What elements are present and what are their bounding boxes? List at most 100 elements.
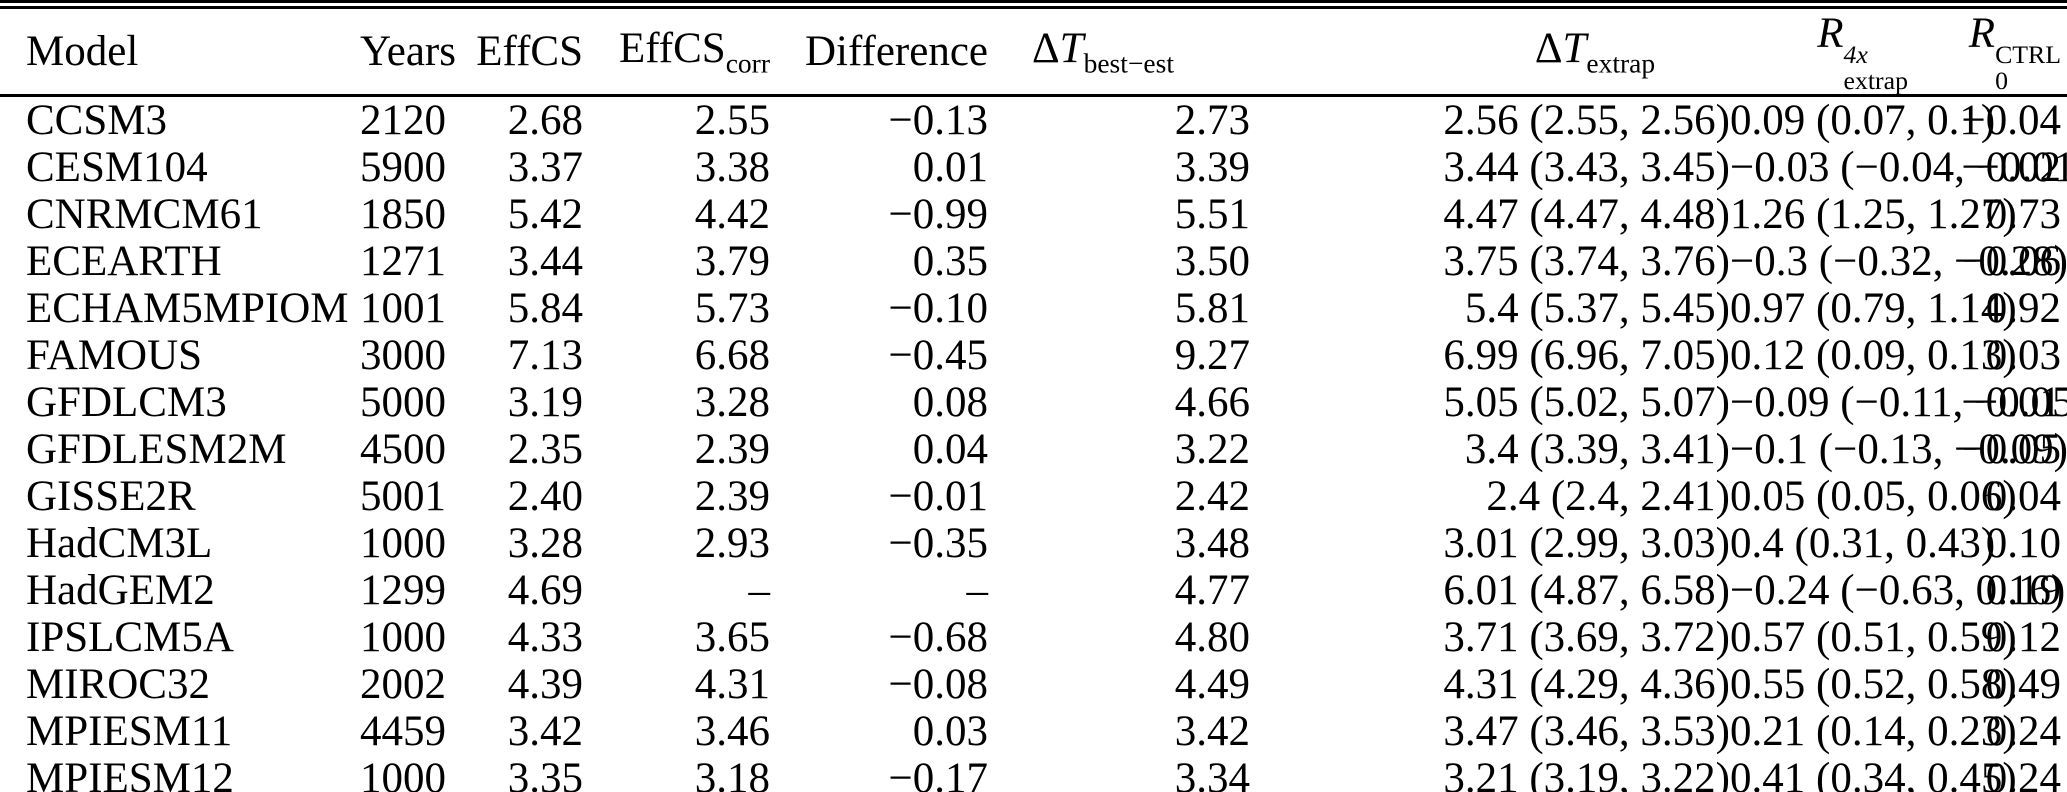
- cell-effcs-corr: 2.39: [694, 472, 770, 520]
- cell-r0-ctrl: −0.04: [1961, 96, 2061, 144]
- cell-effcs: 7.13: [507, 331, 583, 379]
- cell-effcs-corr: 2.39: [694, 425, 770, 473]
- cell-r-extrap-4x: 0.05 (0.05, 0.06): [1730, 472, 2017, 520]
- cell-effcs-corr: 2.55: [694, 96, 770, 144]
- cell-years: 2002: [360, 660, 446, 708]
- cell-effcs-corr: 3.46: [694, 707, 770, 755]
- cell-effcs-corr: 4.42: [694, 190, 770, 238]
- cell-effcs-corr: 4.31: [694, 660, 770, 708]
- header-dt-extrap-sub: extrap: [1586, 47, 1656, 79]
- delta-symbol: Δ: [1534, 24, 1563, 72]
- header-row: Model Years EffCS EffCScorr Difference Δ…: [0, 4, 2067, 97]
- table-row: FAMOUS 3000 7.13 6.68 −0.45 9.27 6.99 (6…: [0, 332, 2067, 379]
- delta-symbol: Δ: [1032, 24, 1060, 72]
- header-r0-sup: CTRL: [1995, 39, 2061, 69]
- cell-model: ECHAM5MPIOM: [26, 284, 349, 332]
- header-difference-label: Difference: [804, 27, 988, 75]
- cell-effcs-corr: 6.68: [694, 331, 770, 379]
- cell-r0-ctrl: 0.49: [1985, 660, 2061, 708]
- cell-difference: −0.01: [888, 472, 988, 520]
- cell-effcs: 2.68: [507, 96, 583, 144]
- cell-years: 5001: [360, 472, 446, 520]
- cell-years: 1299: [360, 566, 446, 614]
- cell-r0-ctrl: 0.12: [1985, 613, 2061, 661]
- header-model: Model: [0, 4, 360, 97]
- cell-r0-ctrl: −0.01: [1961, 378, 2061, 426]
- cell-r0-ctrl: 0.10: [1985, 519, 2061, 567]
- cell-effcs: 3.28: [507, 519, 583, 567]
- cell-years: 1000: [360, 519, 446, 567]
- table-row: MIROC32 2002 4.39 4.31 −0.08 4.49 4.31 (…: [0, 661, 2067, 708]
- cell-years: 1850: [360, 190, 446, 238]
- cell-dt-best-est: 4.80: [1174, 613, 1250, 661]
- table-row: HadCM3L 1000 3.28 2.93 −0.35 3.48 3.01 (…: [0, 520, 2067, 567]
- cell-difference: 0.04: [912, 425, 988, 473]
- table-row: CNRMCM61 1850 5.42 4.42 −0.99 5.51 4.47 …: [0, 191, 2067, 238]
- cell-dt-best-est: 2.73: [1174, 96, 1250, 144]
- cell-difference: −0.17: [888, 754, 988, 792]
- header-r-extrap-sup-text: 4x: [1843, 39, 1868, 69]
- cell-difference: 0.35: [912, 237, 988, 285]
- cell-dt-best-est: 5.81: [1174, 284, 1250, 332]
- cell-r0-ctrl: −0.05: [1961, 425, 2061, 473]
- cell-effcs-corr: 3.28: [694, 378, 770, 426]
- cell-effcs-corr: 5.73: [694, 284, 770, 332]
- cell-dt-extrap: 6.99 (6.96, 7.05): [1443, 331, 1730, 379]
- header-dt-extrap: ΔTextrap: [1250, 4, 1730, 97]
- cell-r0-ctrl: 0.19: [1985, 566, 2061, 614]
- cell-r-extrap-4x: −0.3 (−0.32, −0.28): [1730, 237, 2067, 285]
- header-r-extrap-sub: extrap: [1843, 65, 1908, 95]
- cell-dt-extrap: 6.01 (4.87, 6.58): [1443, 566, 1730, 614]
- cell-dt-extrap: 5.4 (5.37, 5.45): [1464, 284, 1730, 332]
- table-row: CCSM3 2120 2.68 2.55 −0.13 2.73 2.56 (2.…: [0, 95, 2067, 144]
- cell-model: GFDLCM3: [26, 378, 227, 426]
- cell-effcs: 4.33: [507, 613, 583, 661]
- cell-effcs: 2.40: [507, 472, 583, 520]
- cell-difference: −0.10: [888, 284, 988, 332]
- table-row: GFDLCM3 5000 3.19 3.28 0.08 4.66 5.05 (5…: [0, 379, 2067, 426]
- cell-r-extrap-4x: −0.09 (−0.11, −0.05): [1730, 378, 2067, 426]
- cell-dt-best-est: 4.77: [1174, 566, 1250, 614]
- cell-model: GISSE2R: [26, 472, 196, 520]
- cell-model: HadCM3L: [26, 519, 213, 567]
- cell-effcs: 3.37: [507, 143, 583, 191]
- cell-dt-extrap: 3.47 (3.46, 3.53): [1443, 707, 1730, 755]
- header-r0-sub: 0: [1995, 65, 2008, 95]
- cell-dt-extrap: 3.01 (2.99, 3.03): [1443, 519, 1730, 567]
- cell-model: IPSLCM5A: [26, 613, 234, 661]
- cell-r0-ctrl: 0.24: [1985, 707, 2061, 755]
- cell-dt-best-est: 3.42: [1174, 707, 1250, 755]
- cell-model: ECEARTH: [26, 237, 222, 285]
- cell-model: CESM104: [26, 143, 208, 191]
- header-r-extrap-scripts: 4x extrap: [1844, 42, 1908, 94]
- table-row: CESM104 5900 3.37 3.38 0.01 3.39 3.44 (3…: [0, 144, 2067, 191]
- cell-effcs: 3.19: [507, 378, 583, 426]
- table-row: MPIESM11 4459 3.42 3.46 0.03 3.42 3.47 (…: [0, 708, 2067, 755]
- cell-difference: −0.68: [888, 613, 988, 661]
- table-body: CCSM3 2120 2.68 2.55 −0.13 2.73 2.56 (2.…: [0, 95, 2067, 792]
- cell-difference: 0.03: [912, 707, 988, 755]
- cell-r-extrap-4x: −0.1 (−0.13, −0.09): [1730, 425, 2067, 473]
- cell-effcs-corr: 3.79: [694, 237, 770, 285]
- cell-r0-ctrl: −0.06: [1961, 237, 2061, 285]
- cell-dt-best-est: 3.39: [1174, 143, 1250, 191]
- cell-dt-extrap: 2.4 (2.4, 2.41): [1486, 472, 1730, 520]
- cell-r-extrap-4x: −0.03 (−0.04, −0.01): [1730, 143, 2067, 191]
- cell-years: 2120: [360, 96, 446, 144]
- table-row: MPIESM12 1000 3.35 3.18 −0.17 3.34 3.21 …: [0, 755, 2067, 792]
- header-r-extrap-base: R: [1817, 10, 1844, 57]
- cell-years: 1000: [360, 754, 446, 792]
- cell-difference: 0.01: [912, 143, 988, 191]
- cell-r-extrap-4x: 0.55 (0.52, 0.58): [1730, 660, 2017, 708]
- cell-years: 4459: [360, 707, 446, 755]
- cell-r0-ctrl: 0.04: [1985, 472, 2061, 520]
- cell-r-extrap-4x: 1.26 (1.25, 1.27): [1730, 190, 2017, 238]
- cell-dt-extrap: 4.31 (4.29, 4.36): [1443, 660, 1730, 708]
- cell-effcs: 2.35: [507, 425, 583, 473]
- cell-r0-ctrl: 0.03: [1985, 331, 2061, 379]
- cell-dt-best-est: 3.50: [1174, 237, 1250, 285]
- cell-model: GFDLESM2M: [26, 425, 287, 473]
- cell-dt-best-est: 3.22: [1174, 425, 1250, 473]
